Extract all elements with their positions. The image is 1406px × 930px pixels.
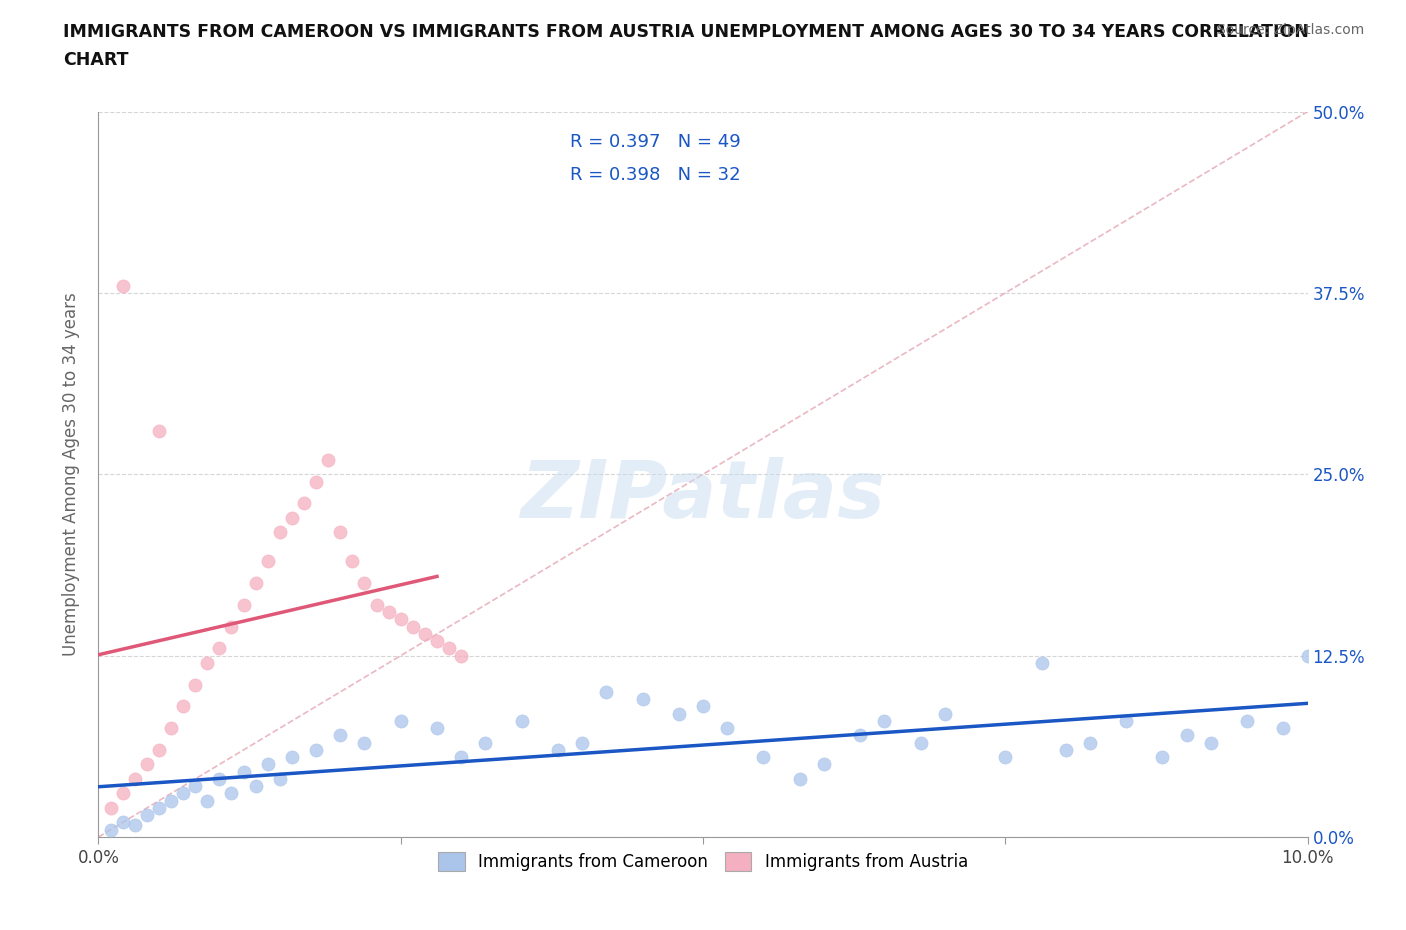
Point bbox=[437, 641, 460, 656]
Point bbox=[474, 736, 496, 751]
Point bbox=[172, 699, 194, 714]
Text: R = 0.398   N = 32: R = 0.398 N = 32 bbox=[569, 166, 741, 184]
Point bbox=[305, 474, 328, 489]
Text: R = 0.397   N = 49: R = 0.397 N = 49 bbox=[569, 133, 741, 151]
Point bbox=[232, 597, 254, 612]
Point bbox=[160, 793, 183, 808]
Point bbox=[269, 772, 291, 787]
Point bbox=[124, 818, 146, 833]
Point bbox=[232, 764, 254, 779]
Point bbox=[389, 713, 412, 728]
Point bbox=[571, 736, 593, 751]
Point bbox=[111, 786, 134, 801]
Point bbox=[1199, 736, 1222, 751]
Point bbox=[172, 786, 194, 801]
Point bbox=[329, 525, 352, 539]
Point bbox=[208, 772, 231, 787]
Point bbox=[1115, 713, 1137, 728]
Point bbox=[316, 452, 339, 467]
Point bbox=[402, 619, 425, 634]
Point bbox=[813, 757, 835, 772]
Point bbox=[135, 757, 157, 772]
Point bbox=[510, 713, 533, 728]
Point bbox=[269, 525, 291, 539]
Point bbox=[716, 721, 738, 736]
Point bbox=[160, 721, 183, 736]
Point bbox=[1175, 728, 1198, 743]
Point bbox=[547, 742, 569, 757]
Point bbox=[124, 772, 146, 787]
Point bbox=[413, 627, 436, 642]
Point bbox=[305, 742, 328, 757]
Point bbox=[208, 641, 231, 656]
Point bbox=[353, 576, 375, 591]
Point bbox=[450, 648, 472, 663]
Point bbox=[245, 576, 267, 591]
Point bbox=[366, 597, 388, 612]
Point bbox=[184, 778, 207, 793]
Point bbox=[1031, 656, 1053, 671]
Text: ZIPatlas: ZIPatlas bbox=[520, 457, 886, 535]
Point bbox=[195, 656, 218, 671]
Point bbox=[256, 757, 278, 772]
Point bbox=[329, 728, 352, 743]
Point bbox=[111, 278, 134, 293]
Point bbox=[1054, 742, 1077, 757]
Point bbox=[873, 713, 896, 728]
Point bbox=[148, 801, 170, 816]
Point bbox=[1272, 721, 1295, 736]
Point bbox=[849, 728, 872, 743]
Point bbox=[426, 721, 449, 736]
Point bbox=[281, 511, 304, 525]
Point bbox=[184, 677, 207, 692]
Legend: Immigrants from Cameroon, Immigrants from Austria: Immigrants from Cameroon, Immigrants fro… bbox=[430, 844, 976, 880]
Point bbox=[111, 815, 134, 830]
Point bbox=[1236, 713, 1258, 728]
Point bbox=[221, 619, 243, 634]
Point bbox=[148, 423, 170, 438]
Point bbox=[135, 808, 157, 823]
Point bbox=[353, 736, 375, 751]
Point bbox=[752, 750, 775, 764]
Point bbox=[281, 750, 304, 764]
Point bbox=[256, 554, 278, 569]
Point bbox=[389, 612, 412, 627]
Point bbox=[426, 633, 449, 648]
Point bbox=[994, 750, 1017, 764]
Point bbox=[148, 742, 170, 757]
Point bbox=[910, 736, 932, 751]
Point bbox=[292, 496, 315, 511]
Point bbox=[789, 772, 811, 787]
Point bbox=[668, 706, 690, 721]
Text: Source: ZipAtlas.com: Source: ZipAtlas.com bbox=[1216, 23, 1364, 37]
Point bbox=[100, 801, 122, 816]
Point bbox=[221, 786, 243, 801]
Point bbox=[595, 684, 617, 699]
Point bbox=[100, 822, 122, 837]
Text: IMMIGRANTS FROM CAMEROON VS IMMIGRANTS FROM AUSTRIA UNEMPLOYMENT AMONG AGES 30 T: IMMIGRANTS FROM CAMEROON VS IMMIGRANTS F… bbox=[63, 23, 1309, 41]
Point bbox=[377, 604, 399, 619]
Point bbox=[450, 750, 472, 764]
Y-axis label: Unemployment Among Ages 30 to 34 years: Unemployment Among Ages 30 to 34 years bbox=[62, 292, 80, 657]
Point bbox=[1152, 750, 1174, 764]
Point bbox=[245, 778, 267, 793]
Point bbox=[692, 699, 714, 714]
Point bbox=[934, 706, 956, 721]
Point bbox=[342, 554, 364, 569]
Point bbox=[195, 793, 218, 808]
Point bbox=[631, 692, 654, 707]
Text: CHART: CHART bbox=[63, 51, 129, 69]
Point bbox=[1296, 648, 1319, 663]
Point bbox=[1078, 736, 1101, 751]
